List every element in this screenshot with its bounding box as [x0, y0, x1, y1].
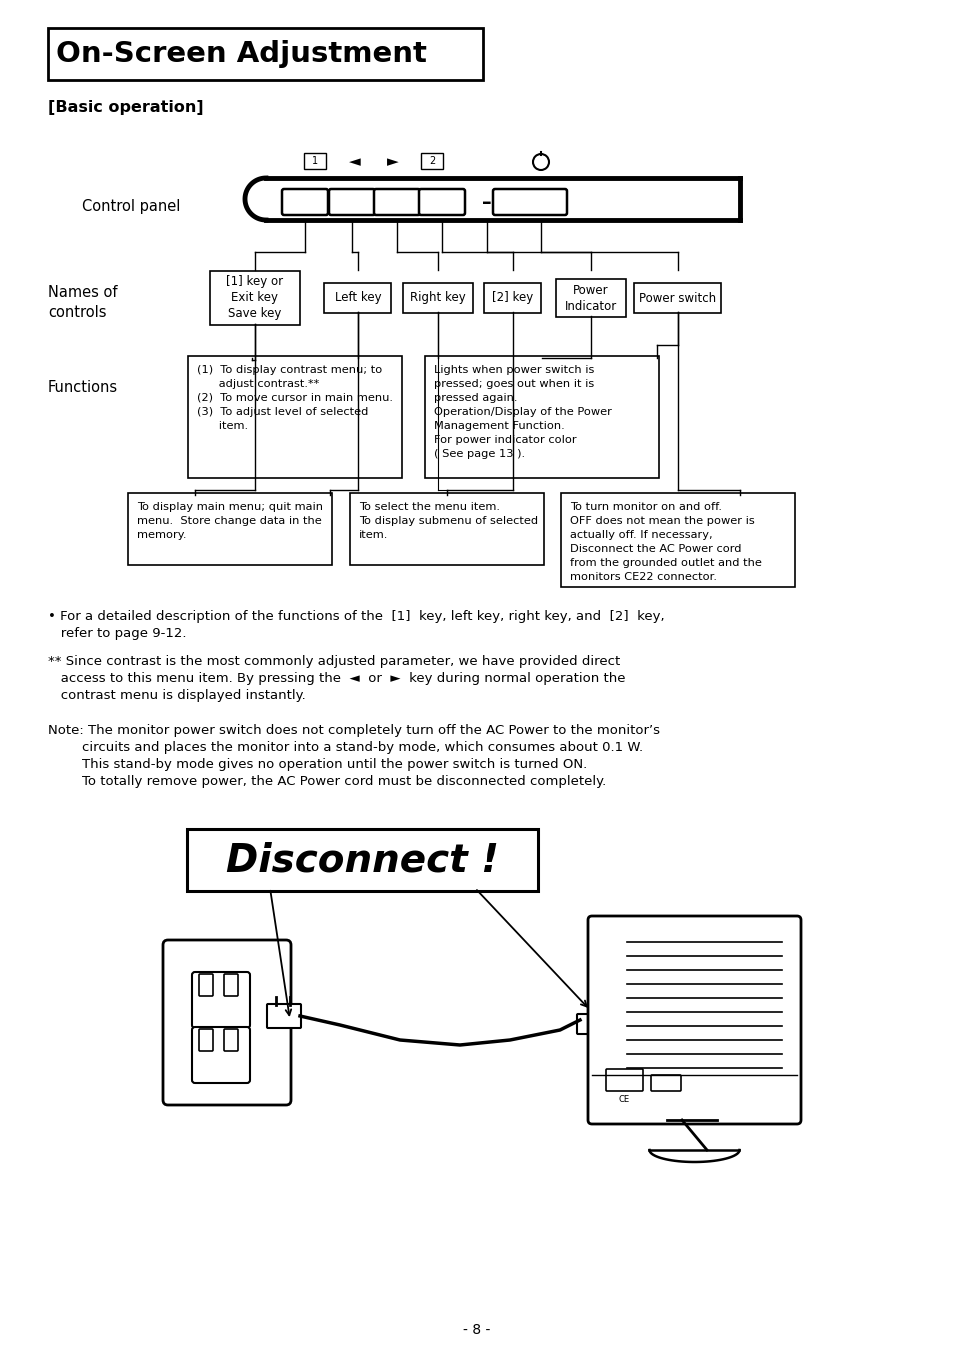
FancyBboxPatch shape	[192, 1028, 250, 1083]
FancyBboxPatch shape	[402, 283, 473, 314]
Text: Functions: Functions	[48, 380, 118, 395]
FancyBboxPatch shape	[556, 279, 625, 316]
Text: (1)  To display contrast menu; to
      adjust contrast.**
(2)  To move cursor i: (1) To display contrast menu; to adjust …	[196, 365, 393, 431]
FancyBboxPatch shape	[224, 1029, 237, 1051]
FancyBboxPatch shape	[493, 189, 566, 215]
FancyBboxPatch shape	[324, 283, 391, 314]
Text: Right key: Right key	[410, 292, 465, 304]
Text: Power
Indicator: Power Indicator	[564, 284, 617, 312]
Text: ◄: ◄	[349, 154, 360, 169]
Text: Note: The monitor power switch does not completely turn off the AC Power to the : Note: The monitor power switch does not …	[48, 725, 659, 737]
Text: ** Since contrast is the most commonly adjusted parameter, we have provided dire: ** Since contrast is the most commonly a…	[48, 654, 619, 668]
Text: 2: 2	[429, 155, 435, 166]
FancyBboxPatch shape	[163, 940, 291, 1105]
FancyBboxPatch shape	[329, 189, 375, 215]
FancyBboxPatch shape	[210, 270, 299, 324]
FancyBboxPatch shape	[374, 189, 419, 215]
Text: –: –	[481, 192, 492, 211]
Text: - 8 -: - 8 -	[463, 1324, 490, 1337]
FancyBboxPatch shape	[282, 189, 328, 215]
FancyBboxPatch shape	[128, 493, 332, 565]
Text: ►: ►	[387, 154, 398, 169]
Text: Names of
controls: Names of controls	[48, 285, 117, 320]
FancyBboxPatch shape	[424, 356, 659, 479]
FancyBboxPatch shape	[577, 1014, 604, 1034]
FancyBboxPatch shape	[199, 1029, 213, 1051]
FancyBboxPatch shape	[267, 1005, 301, 1028]
FancyBboxPatch shape	[484, 283, 541, 314]
FancyBboxPatch shape	[634, 283, 720, 314]
Text: circuits and places the monitor into a stand-by mode, which consumes about 0.1 W: circuits and places the monitor into a s…	[48, 741, 642, 754]
FancyBboxPatch shape	[192, 972, 250, 1028]
FancyBboxPatch shape	[592, 1069, 796, 1115]
Text: 1: 1	[312, 155, 317, 166]
Text: Disconnect !: Disconnect !	[226, 841, 498, 879]
FancyBboxPatch shape	[587, 917, 801, 1124]
Text: This stand-by mode gives no operation until the power switch is turned ON.: This stand-by mode gives no operation un…	[48, 758, 587, 771]
FancyBboxPatch shape	[350, 493, 543, 565]
Text: [1] key or
Exit key
Save key: [1] key or Exit key Save key	[226, 276, 283, 320]
Text: To totally remove power, the AC Power cord must be disconnected completely.: To totally remove power, the AC Power co…	[48, 775, 605, 788]
FancyBboxPatch shape	[420, 153, 442, 169]
Text: Power switch: Power switch	[639, 292, 716, 304]
FancyBboxPatch shape	[418, 189, 464, 215]
Text: To select the menu item.
To display submenu of selected
item.: To select the menu item. To display subm…	[358, 502, 537, 539]
Text: Lights when power switch is
pressed; goes out when it is
pressed again.
Operatio: Lights when power switch is pressed; goe…	[434, 365, 611, 458]
Text: Control panel: Control panel	[82, 200, 180, 215]
FancyBboxPatch shape	[304, 153, 326, 169]
Text: CE: CE	[618, 1095, 629, 1105]
FancyBboxPatch shape	[188, 356, 401, 479]
Text: To display main menu; quit main
menu.  Store change data in the
memory.: To display main menu; quit main menu. St…	[137, 502, 323, 539]
FancyBboxPatch shape	[560, 493, 794, 587]
FancyBboxPatch shape	[224, 973, 237, 996]
FancyBboxPatch shape	[266, 180, 740, 218]
FancyBboxPatch shape	[199, 973, 213, 996]
Text: access to this menu item. By pressing the  ◄  or  ►  key during normal operation: access to this menu item. By pressing th…	[48, 672, 625, 685]
Text: contrast menu is displayed instantly.: contrast menu is displayed instantly.	[48, 690, 305, 702]
Text: On-Screen Adjustment: On-Screen Adjustment	[56, 41, 426, 68]
FancyBboxPatch shape	[48, 28, 482, 80]
FancyBboxPatch shape	[650, 1075, 680, 1091]
Text: [Basic operation]: [Basic operation]	[48, 100, 203, 115]
FancyBboxPatch shape	[187, 829, 537, 891]
Text: Left key: Left key	[335, 292, 381, 304]
Text: refer to page 9-12.: refer to page 9-12.	[48, 627, 186, 639]
Text: • For a detailed description of the functions of the  [1]  key, left key, right : • For a detailed description of the func…	[48, 610, 664, 623]
Text: [2] key: [2] key	[492, 292, 533, 304]
Text: To turn monitor on and off.
OFF does not mean the power is
actually off. If nece: To turn monitor on and off. OFF does not…	[569, 502, 761, 581]
FancyBboxPatch shape	[605, 1069, 642, 1091]
